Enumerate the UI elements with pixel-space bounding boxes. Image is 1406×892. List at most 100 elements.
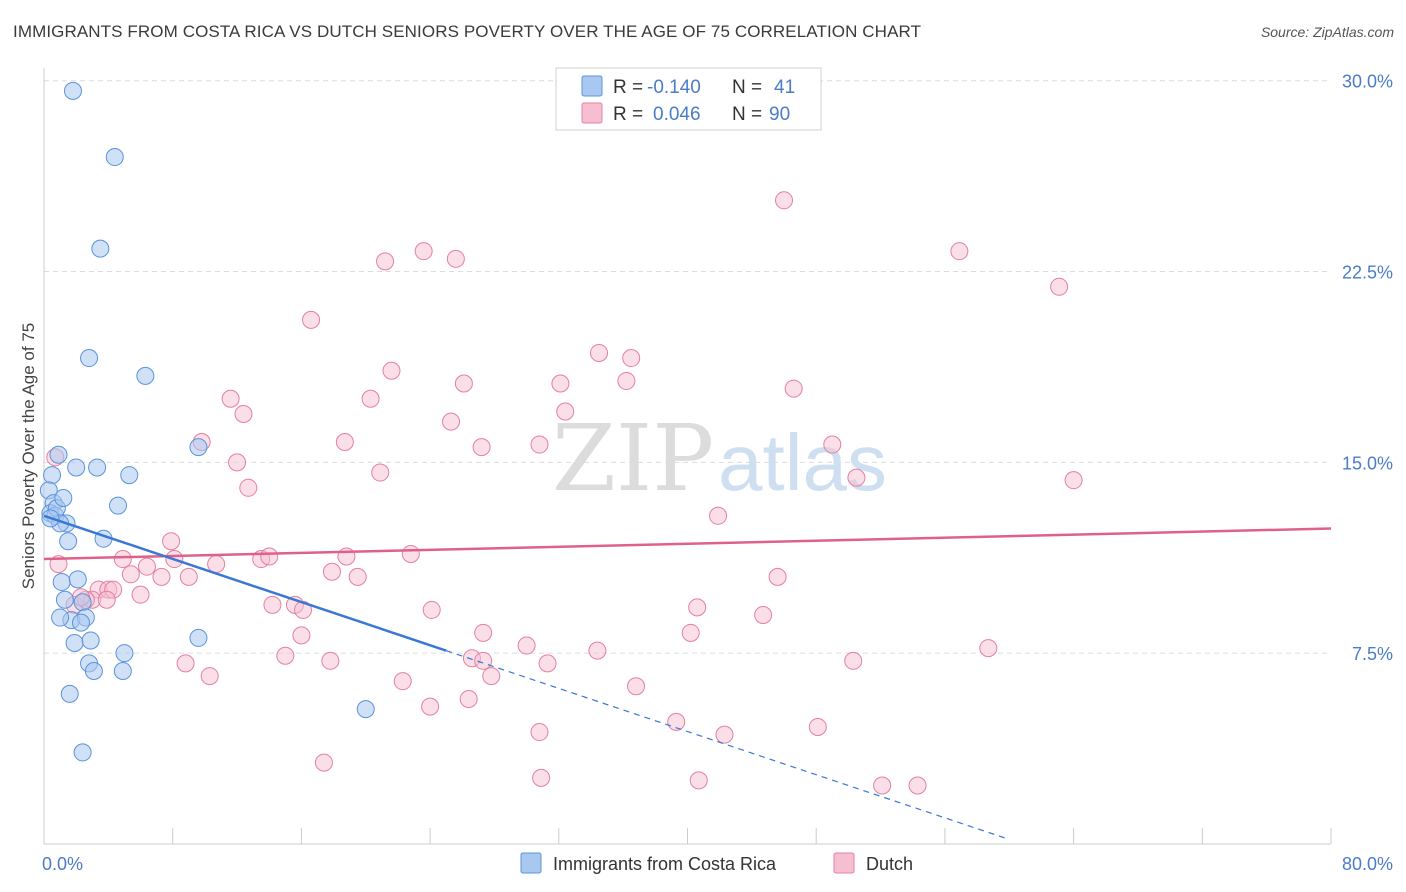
dutch-point (131, 585, 150, 604)
legend-n-value-1: 41 (774, 77, 795, 98)
dutch-point (393, 672, 412, 691)
costa-rica-point (54, 488, 73, 507)
legend-r-label-1: R = (613, 77, 643, 98)
dutch-point (551, 374, 570, 393)
watermark-zip: ZIP (552, 405, 714, 512)
dutch-point (622, 349, 641, 368)
dutch-point (538, 654, 557, 673)
dutch-point (97, 590, 116, 609)
costa-rica-point (84, 661, 103, 680)
dutch-point (121, 565, 140, 584)
dutch-point (382, 361, 401, 380)
dutch-point (446, 249, 465, 268)
y-tick-label: 7.5% (1352, 644, 1393, 664)
costa-rica-point (136, 366, 155, 385)
legend-n-label-1: N = (732, 77, 762, 98)
dutch-point (688, 598, 707, 617)
dutch-point (207, 555, 226, 574)
costa-rica-point (65, 634, 84, 653)
costa-rica-point (73, 743, 92, 762)
legend-r-value-2: 0.046 (653, 104, 701, 125)
y-tick-label: 30.0% (1342, 72, 1393, 92)
dutch-point (873, 776, 892, 795)
costa-rica-point (72, 613, 91, 632)
x-tick-label-max: 80.0% (1342, 854, 1393, 874)
dutch-trend-line (43, 527, 1332, 561)
costa-rica-point (109, 496, 128, 515)
legend-r-label-2: R = (613, 104, 643, 125)
legend-swatch-dutch (581, 102, 603, 124)
bottom-legend-label-costa-rica: Immigrants from Costa Rica (553, 854, 777, 874)
costa-rica-point (81, 631, 100, 650)
dutch-point (844, 651, 863, 670)
costa-rica-trend-line (43, 514, 447, 652)
x-tick-label-min: 0.0% (42, 854, 83, 874)
dutch-point (950, 242, 969, 261)
dutch-point (422, 600, 441, 619)
dutch-point (482, 667, 501, 686)
dutch-point (234, 405, 253, 424)
legend-swatch-costa-rica (581, 75, 603, 97)
dutch-point (847, 468, 866, 487)
y-tick-label: 22.5% (1342, 263, 1393, 283)
costa-rica-point (88, 458, 107, 477)
dutch-point (276, 646, 295, 665)
costa-rica-point (68, 570, 87, 589)
dutch-point (823, 435, 842, 454)
dutch-point (239, 478, 258, 497)
dutch-point (532, 768, 551, 787)
dutch-point (709, 506, 728, 525)
dutch-point (421, 697, 440, 716)
dutch-point (588, 641, 607, 660)
watermark: ZIP atlas (552, 405, 887, 512)
dutch-point (681, 623, 700, 642)
dutch-point (371, 463, 390, 482)
dutch-point (322, 562, 341, 581)
dutch-point (459, 689, 478, 708)
dutch-point (401, 544, 420, 563)
y-tick-label: 15.0% (1342, 453, 1393, 473)
costa-rica-point (115, 644, 134, 663)
bottom-legend-label-dutch: Dutch (866, 854, 913, 874)
dutch-point (321, 651, 340, 670)
bottom-legend-swatch-dutch (833, 852, 855, 874)
dutch-point (200, 667, 219, 686)
dutch-point (1050, 277, 1069, 296)
dutch-point (715, 725, 734, 744)
dutch-point (348, 567, 367, 586)
legend-r-value-1: -0.140 (647, 77, 701, 98)
dutch-point (361, 389, 380, 408)
dutch-point (784, 379, 803, 398)
costa-rica-point (120, 466, 139, 485)
dutch-point (152, 567, 171, 586)
dutch-point (414, 242, 433, 261)
dutch-point (1064, 471, 1083, 490)
dutch-point (908, 776, 927, 795)
costa-rica-point (60, 684, 79, 703)
dutch-point (263, 595, 282, 614)
costa-rica-point (73, 593, 92, 612)
costa-rica-point (80, 349, 99, 368)
legend-n-label-2: N = (732, 104, 762, 125)
dutch-point (302, 310, 321, 329)
costa-rica-point (55, 590, 74, 609)
costa-rica-point (91, 239, 110, 258)
dutch-point (292, 626, 311, 645)
costa-rica-point (105, 148, 124, 167)
costa-rica-point (356, 700, 375, 719)
y-axis-tick-labels: 7.5% 15.0% 22.5% 30.0% (1342, 72, 1393, 664)
bottom-legend-swatch-costa-rica (520, 852, 542, 874)
costa-rica-points (39, 81, 375, 762)
costa-rica-point (189, 438, 208, 457)
dutch-point (162, 532, 181, 551)
source-label: Source: ZipAtlas.com (1260, 24, 1394, 40)
dutch-point (113, 550, 132, 569)
costa-rica-point (43, 466, 62, 485)
legend-n-value-2: 90 (769, 104, 790, 125)
dutch-point (808, 717, 827, 736)
dutch-point (627, 677, 646, 696)
costa-rica-trend-extension (445, 650, 1010, 840)
dutch-point (590, 343, 609, 362)
costa-rica-point (189, 628, 208, 647)
